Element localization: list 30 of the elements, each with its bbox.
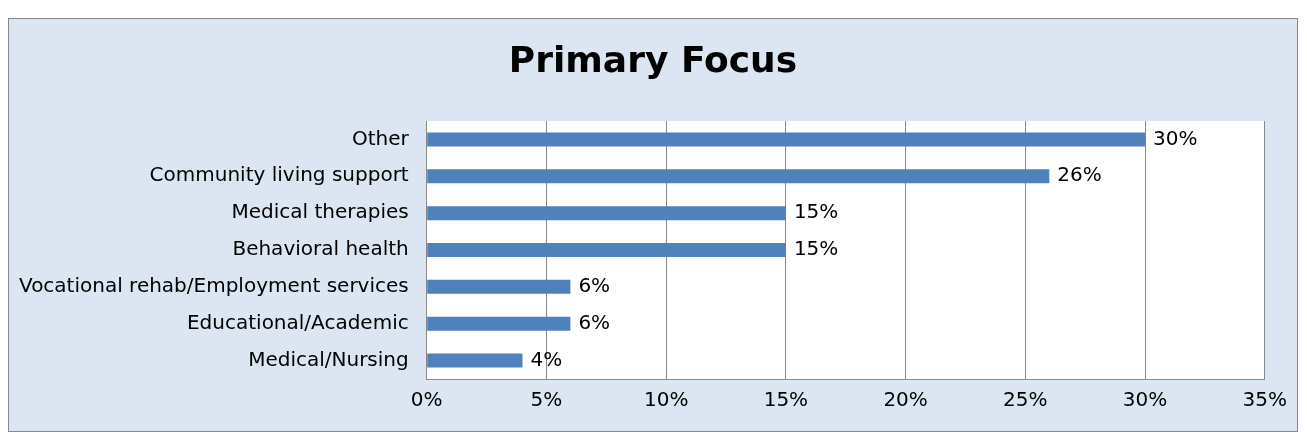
x-tick-label: 20% (883, 387, 928, 412)
data-label: 15% (793, 199, 839, 224)
data-label: 6% (578, 309, 611, 334)
bar (427, 316, 571, 331)
y-tick-label: Community living support (149, 162, 409, 187)
bar (427, 206, 786, 221)
x-tick-label: 25% (1003, 387, 1048, 412)
y-tick-label: Vocational rehab/Employment services (19, 273, 409, 298)
y-tick-label: Medical therapies (231, 199, 409, 224)
x-tick-label: 5% (530, 387, 563, 412)
y-tick-label: Medical/Nursing (248, 346, 409, 371)
data-label: 6% (578, 273, 611, 298)
x-tick-label: 10% (643, 387, 689, 412)
bar (427, 279, 571, 294)
x-tick-label: 15% (763, 387, 809, 412)
y-tick-label: Behavioral health (232, 236, 409, 261)
x-tick-label: 30% (1122, 387, 1168, 412)
bar (427, 132, 1146, 147)
chart-title: Primary Focus (507, 39, 799, 80)
x-tick-label: 0% (410, 387, 443, 412)
y-tick-label: Educational/Academic (186, 309, 409, 334)
bar (427, 169, 1050, 184)
y-tick-label: Other (351, 125, 410, 150)
bar (427, 353, 523, 368)
data-label: 30% (1153, 125, 1198, 150)
data-label: 15% (793, 236, 839, 261)
x-tick-label: 35% (1242, 387, 1287, 412)
bar (427, 243, 786, 257)
data-label: 4% (530, 346, 563, 371)
data-label: 26% (1057, 162, 1102, 187)
